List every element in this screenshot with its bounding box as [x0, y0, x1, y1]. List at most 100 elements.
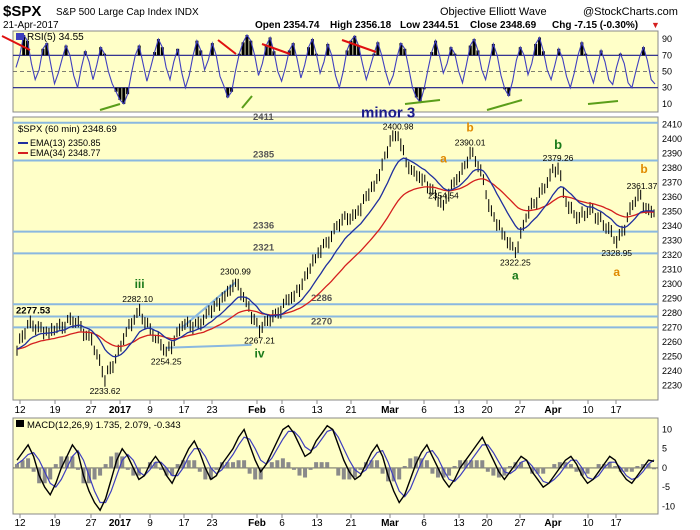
macd-hist-bar: [369, 460, 374, 468]
header-low: Low 2344.51: [400, 20, 459, 31]
macd-hist-bar: [170, 467, 175, 476]
macd-xtick-label-13: 13: [453, 518, 465, 529]
price-ytick-10: 2330: [662, 235, 682, 245]
wave-label-5: a: [512, 269, 519, 283]
header-high: High 2356.18: [330, 20, 392, 31]
macd-hist-bar: [15, 464, 19, 468]
macd-line: [16, 424, 655, 512]
macd-hist-bar: [336, 467, 341, 476]
macd-hist-bar: [618, 467, 623, 472]
macd-hist-bar: [447, 467, 452, 476]
macd-xtick-label-4: 9: [147, 518, 153, 529]
price-xtick-label-11: Mar: [381, 405, 399, 416]
macd-hist-bar: [635, 466, 640, 468]
price-xtick-label-8: 6: [279, 405, 285, 416]
macd-hist-bar: [314, 462, 319, 468]
macd-ytick-1: -5: [662, 482, 670, 492]
macd-ytick-4: 10: [662, 425, 672, 435]
price-label-9: 2379.26: [543, 153, 574, 163]
macd-hist-bar: [303, 467, 308, 478]
macd-hist-bar: [319, 462, 324, 468]
macd-xtick-label-7: Feb: [248, 518, 266, 529]
price-xtick-label-3: 2017: [109, 405, 132, 416]
rsi-green-trendline-0: [99, 103, 121, 111]
price-xtick-label-17: 10: [582, 405, 594, 416]
ema34-legend: EMA(34) 2348.77: [30, 148, 101, 158]
price-ytick-13: 2360: [662, 192, 682, 202]
macd-hist-bar: [53, 464, 58, 468]
macd-legend-swatch: [16, 420, 24, 427]
macd-hist-bar: [430, 467, 435, 474]
macd-hist-bar: [629, 467, 634, 472]
macd-hist-bar: [70, 456, 75, 468]
macd-hist-bar: [574, 467, 579, 472]
price-xtick-label-12: 6: [421, 405, 427, 416]
macd-xtick-label-8: 6: [279, 518, 285, 529]
rsi-ytick-2: 50: [662, 67, 672, 77]
macd-xtick-label-9: 13: [311, 518, 323, 529]
price-panel: [12, 116, 659, 401]
macd-hist-bar: [563, 462, 568, 468]
macd-hist-bar: [602, 464, 607, 468]
macd-hist-bar: [435, 467, 440, 478]
macd-hist-bar: [552, 464, 557, 468]
wave-label-6: b: [554, 137, 562, 152]
macd-hist-bar: [325, 462, 330, 468]
macd-hist-bar: [291, 467, 296, 470]
symbol-name: S&P 500 Large Cap Index INDX: [56, 7, 199, 18]
header-open: Open 2354.74: [255, 20, 320, 31]
price-xtick-label-16: Apr: [544, 405, 561, 416]
macd-xtick-label-0: 12: [14, 518, 26, 529]
rsi-group: 10 30 50 70 90: [1, 33, 672, 111]
price-ytick-1: 2240: [662, 366, 682, 376]
price-ytick-11: 2340: [662, 221, 682, 231]
price-ytick-12: 2350: [662, 206, 682, 216]
symbol-title: $SPX: [3, 3, 41, 20]
macd-hist-bar: [413, 456, 418, 468]
price-ytick-18: 2410: [662, 119, 682, 129]
price-xtick-label-4: 9: [147, 405, 153, 416]
macd-hist-bar: [341, 467, 346, 480]
wave-label-7: a: [613, 265, 620, 279]
macd-hist-bar: [131, 467, 136, 476]
price-xtick-label-9: 13: [311, 405, 323, 416]
macd-hist-bar: [120, 456, 125, 468]
price-ytick-17: 2400: [662, 134, 682, 144]
macd-hist-bar: [358, 467, 363, 470]
macd-hist-bar: [507, 466, 512, 468]
ema34-line: [16, 178, 654, 350]
price-xtick-label-15: 27: [514, 405, 526, 416]
footer-right: @StockCharts.com: [583, 6, 678, 18]
wave-label-8: b: [640, 162, 647, 176]
price-ytick-2: 2250: [662, 351, 682, 361]
price-xtick-label-7: Feb: [248, 405, 266, 416]
macd-xtick-label-11: Mar: [381, 518, 399, 529]
macd-hist-bar: [231, 462, 236, 468]
price-xtick-label-6: 23: [206, 405, 218, 416]
macd-hist-bar: [98, 467, 103, 476]
macd-hist-bar: [568, 464, 573, 468]
macd-hist-bar: [242, 460, 247, 468]
wave-label-1: iv: [255, 346, 265, 360]
macd-hist-bar: [109, 456, 114, 468]
macd-hist-bar: [441, 467, 446, 478]
macd-hist-bar: [652, 467, 656, 470]
macd-hist-bar: [64, 456, 69, 468]
rsi-ytick-1: 30: [662, 83, 672, 93]
macd-hist-bar: [225, 462, 230, 468]
macd-hist-bar: [26, 458, 31, 468]
macd-hist-bar: [125, 467, 130, 470]
rsi-green-trendline-3: [486, 99, 523, 111]
macd-hist-bar: [159, 467, 164, 470]
macd-ytick-0: -10: [662, 501, 675, 511]
macd-hist-bar: [275, 460, 280, 468]
change-down-icon: ▼: [651, 20, 660, 30]
price-label-8: 2322.25: [500, 258, 531, 268]
macd-hist-bar: [186, 460, 191, 468]
price-label-6: 2354.54: [428, 191, 459, 201]
rsi-green-trendline-1: [241, 95, 253, 109]
wave-label-4: b: [466, 120, 473, 134]
price-ytick-5: 2280: [662, 308, 682, 318]
price-label-7: 2390.01: [455, 137, 486, 147]
